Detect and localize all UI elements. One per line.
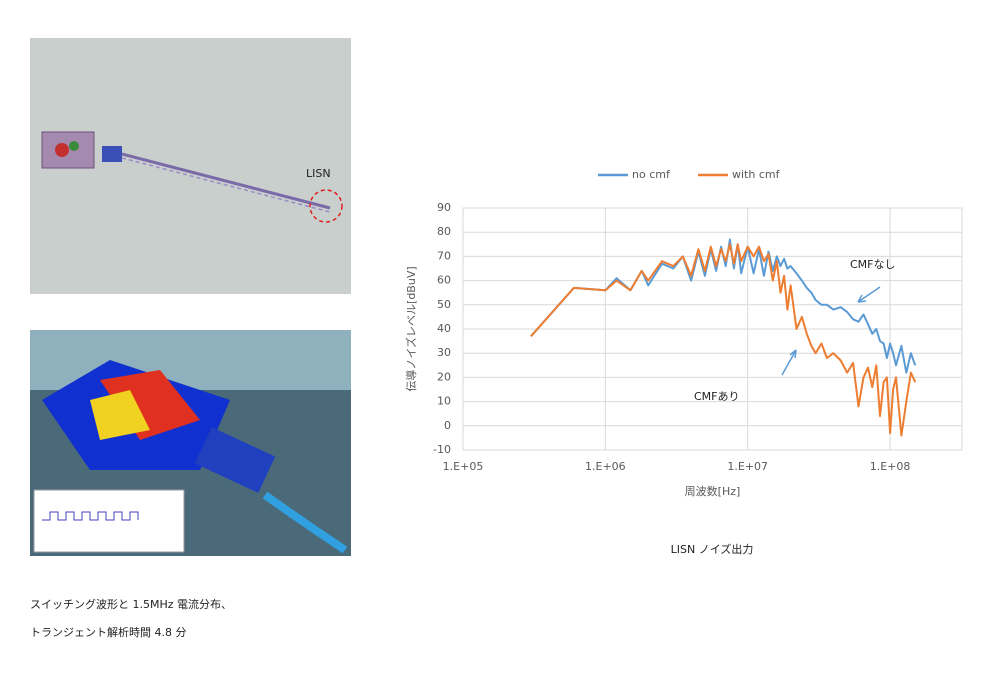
y-tick-label: 90 <box>437 201 451 214</box>
x-tick-label: 1.E+07 <box>727 460 768 473</box>
y-tick-label: 70 <box>437 249 451 262</box>
caption-line: トランジェント解析時間 4.8 分 <box>30 625 187 639</box>
chart-caption: LISN ノイズ出力 <box>671 542 754 556</box>
y-tick-label: -10 <box>433 443 451 456</box>
y-tick-label: 10 <box>437 395 451 408</box>
y-tick-label: 0 <box>444 419 451 432</box>
lisn-label: LISN <box>306 167 331 180</box>
arrow <box>857 286 881 303</box>
series-line <box>530 243 917 437</box>
x-axis-label: 周波数[Hz] <box>685 485 741 498</box>
chart: -10 0 10 20 30 40 50 60 70 80 90 1.E+05 1.E+06 1.E+07… <box>404 168 963 498</box>
legend-label: no cmf <box>632 168 671 181</box>
simulation-image <box>30 330 351 556</box>
x-tick-label: 1.E+06 <box>585 460 626 473</box>
y-tick-label: 80 <box>437 225 451 238</box>
y-tick-label: 60 <box>437 274 451 287</box>
x-tick-label: 1.E+08 <box>870 460 911 473</box>
y-tick-label: 50 <box>437 298 451 311</box>
arrow <box>781 349 797 376</box>
model-image: LISN <box>30 38 351 294</box>
caption-line: スイッチング波形と 1.5MHz 電流分布、 <box>30 597 232 611</box>
y-axis-label: 伝導ノイズレベル[dBuV] <box>404 266 418 391</box>
y-tick-label: 40 <box>437 322 451 335</box>
x-tick-label: 1.E+05 <box>443 460 484 473</box>
y-tick-label: 20 <box>437 370 451 383</box>
legend-label: with cmf <box>732 168 781 181</box>
annotation: CMFなし <box>850 258 896 271</box>
annotation: CMFあり <box>694 390 740 403</box>
y-tick-label: 30 <box>437 346 451 359</box>
